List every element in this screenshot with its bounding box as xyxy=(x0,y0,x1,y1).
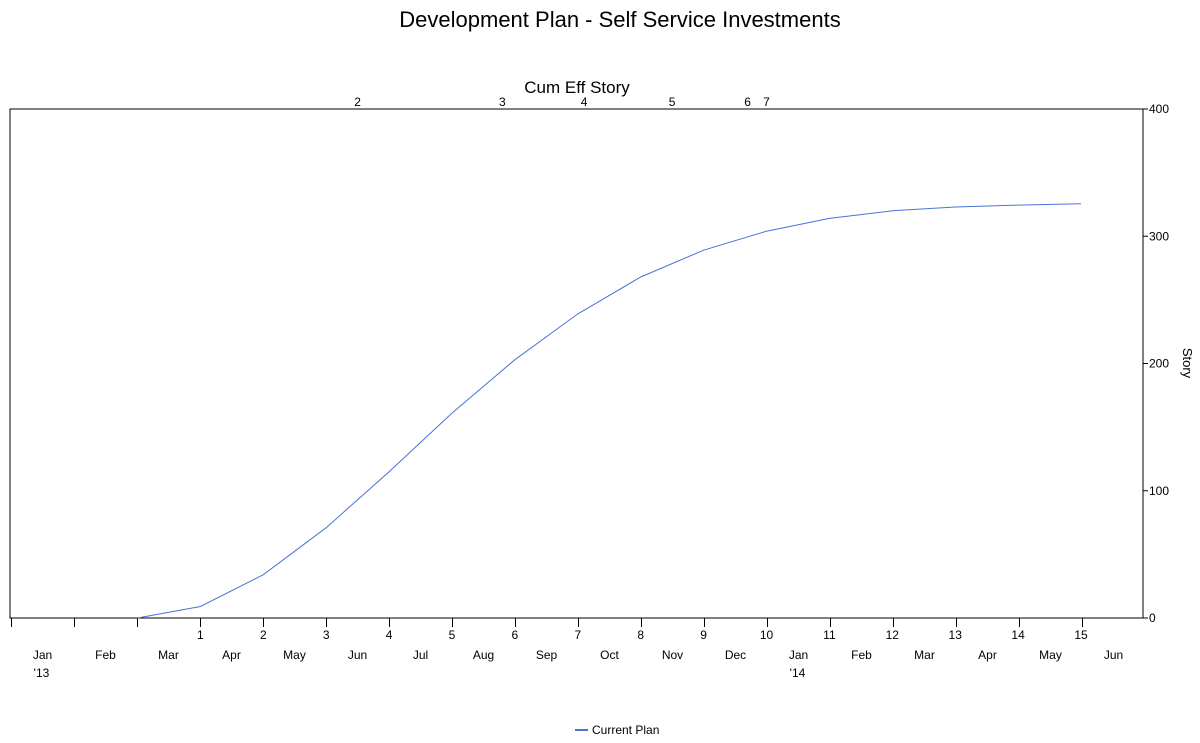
milestone-label: 7 xyxy=(763,95,770,109)
month-label: Jan xyxy=(789,648,808,662)
x-tick-label: 15 xyxy=(1074,628,1088,642)
x-tick-label: 9 xyxy=(700,628,707,642)
month-label: Apr xyxy=(222,648,241,662)
series-group xyxy=(137,203,1082,619)
chart-subtitle: Cum Eff Story xyxy=(524,78,630,97)
month-label: Jun xyxy=(348,648,367,662)
legend: Current Plan xyxy=(575,723,659,737)
chart-title: Development Plan - Self Service Investme… xyxy=(399,7,840,32)
month-label: Jan xyxy=(33,648,52,662)
x-tick-label: 12 xyxy=(886,628,900,642)
y-tick-label: 0 xyxy=(1149,611,1156,625)
milestone-label: 3 xyxy=(499,95,506,109)
month-label: Nov xyxy=(662,648,683,662)
month-label: Jun xyxy=(1104,648,1123,662)
x-tick-label: 3 xyxy=(323,628,330,642)
month-label: Feb xyxy=(95,648,116,662)
milestone-label: 5 xyxy=(669,95,676,109)
month-label: Aug xyxy=(473,648,494,662)
month-label: Feb xyxy=(851,648,872,662)
x-tick-label: 13 xyxy=(949,628,963,642)
milestone-label: 2 xyxy=(354,95,361,109)
month-label: Mar xyxy=(158,648,179,662)
x-tick-label: 10 xyxy=(760,628,774,642)
x-tick-label: 6 xyxy=(512,628,519,642)
month-label: Apr xyxy=(978,648,997,662)
y-tick-label: 400 xyxy=(1149,102,1169,116)
x-tick-label: 8 xyxy=(637,628,644,642)
x-tick-label: 5 xyxy=(449,628,456,642)
milestone-label: 6 xyxy=(744,95,751,109)
x-tick-label: 7 xyxy=(574,628,581,642)
series-line-current-plan xyxy=(137,203,1082,619)
y-tick-label: 200 xyxy=(1149,357,1169,371)
month-label: Mar xyxy=(914,648,935,662)
month-label: Dec xyxy=(725,648,746,662)
month-label: Sep xyxy=(536,648,558,662)
month-axis: Jan '13 Feb Mar Apr May Jun Jul Aug Sep Oct Nov Dec J… xyxy=(11,618,1123,680)
y-axis: 0 100 200 300 400 xyxy=(1143,102,1169,625)
month-label: May xyxy=(1039,648,1062,662)
x-axis: 1 2 3 4 5 6 7 8 9 10 11 12 13 14 15 xyxy=(197,628,1088,642)
year-label: '14 xyxy=(790,666,806,680)
legend-label: Current Plan xyxy=(592,723,659,737)
month-label: May xyxy=(283,648,306,662)
y-axis-label: Story xyxy=(1180,348,1195,379)
x-tick-label: 4 xyxy=(386,628,393,642)
year-label: '13 xyxy=(34,666,50,680)
x-tick-label: 1 xyxy=(197,628,204,642)
month-label: Oct xyxy=(600,648,619,662)
x-tick-label: 14 xyxy=(1011,628,1025,642)
y-tick-label: 100 xyxy=(1149,484,1169,498)
milestone-label: 4 xyxy=(581,95,588,109)
month-label: Jul xyxy=(413,648,428,662)
x-tick-label: 11 xyxy=(823,628,836,642)
x-tick-label: 2 xyxy=(260,628,267,642)
y-tick-label: 300 xyxy=(1149,229,1169,243)
plot-area xyxy=(9,108,1144,619)
